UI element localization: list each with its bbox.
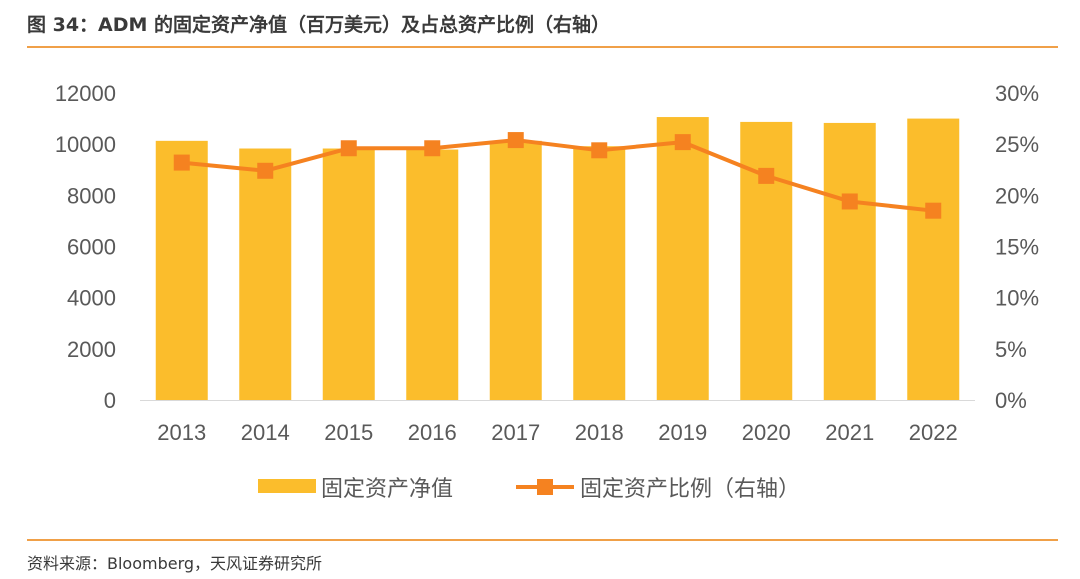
left-axis-ticks: 0 2000 4000 6000 8000 10000 12000	[55, 81, 116, 413]
x-tick-label: 2019	[658, 420, 707, 445]
x-tick-label: 2020	[742, 420, 791, 445]
title-divider	[27, 46, 1058, 48]
line-point	[507, 132, 524, 149]
right-tick-label: 0%	[995, 388, 1027, 413]
legend-bar-label: 固定资产净值	[321, 477, 453, 502]
bar	[406, 149, 459, 400]
figure-title: 图 34：ADM 的固定资产净值（百万美元）及占总资产比例（右轴）	[27, 14, 611, 36]
left-tick-label: 0	[104, 388, 116, 413]
line-point	[925, 202, 942, 219]
legend: 固定资产净值 固定资产比例（右轴）	[258, 477, 800, 502]
combo-chart: 0 2000 4000 6000 8000 10000 12000 0% 5% 10% 15% 20…	[55, 81, 1039, 502]
right-tick-label: 30%	[995, 81, 1039, 106]
bar	[573, 146, 626, 400]
bar-series	[155, 117, 960, 401]
footer-divider	[27, 539, 1058, 541]
left-tick-label: 6000	[67, 235, 116, 260]
line-point	[340, 140, 357, 157]
line-point	[841, 193, 858, 210]
line-point	[758, 167, 775, 184]
left-tick-label: 8000	[67, 183, 116, 208]
x-tick-label: 2014	[241, 420, 290, 445]
x-tick-label: 2021	[825, 420, 874, 445]
legend-line-label: 固定资产比例（右轴）	[580, 477, 800, 502]
right-axis-ticks: 0% 5% 10% 15% 20% 25% 30%	[995, 81, 1039, 413]
line-point	[257, 162, 274, 179]
legend-marker-swatch	[537, 479, 553, 495]
left-tick-label: 4000	[67, 286, 116, 311]
bar	[489, 140, 542, 401]
ratio-line	[181, 138, 934, 213]
line-point	[591, 142, 608, 159]
line-series	[173, 132, 942, 219]
bar	[740, 121, 793, 400]
left-tick-label: 10000	[55, 132, 116, 157]
left-tick-label: 12000	[55, 81, 116, 106]
line-point	[173, 154, 190, 171]
line-point	[674, 134, 691, 151]
right-tick-label: 15%	[995, 235, 1039, 260]
x-tick-label: 2018	[575, 420, 624, 445]
x-tick-label: 2015	[324, 420, 373, 445]
right-tick-label: 10%	[995, 286, 1039, 311]
bar	[656, 117, 709, 400]
bar	[155, 140, 208, 401]
source-note: 资料来源：Bloomberg，天风证券研究所	[27, 554, 323, 573]
bar	[239, 148, 292, 400]
x-tick-label: 2017	[491, 420, 540, 445]
bar	[322, 148, 375, 400]
legend-bar-swatch	[258, 479, 316, 493]
bar	[907, 118, 960, 400]
x-tick-label: 2022	[909, 420, 958, 445]
right-tick-label: 25%	[995, 132, 1039, 157]
x-tick-label: 2016	[408, 420, 457, 445]
x-axis-ticks: 2013 2014 2015 2016 2017 2018 2019 2020 2021 2022	[157, 420, 957, 445]
x-tick-label: 2013	[157, 420, 206, 445]
line-point	[424, 140, 441, 157]
left-tick-label: 2000	[67, 337, 116, 362]
right-tick-label: 20%	[995, 183, 1039, 208]
right-tick-label: 5%	[995, 337, 1027, 362]
bar	[823, 122, 876, 401]
